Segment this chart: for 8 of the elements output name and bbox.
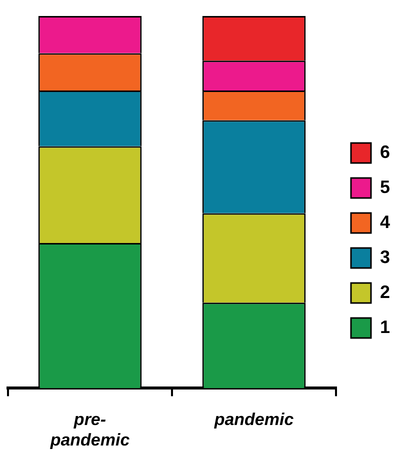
legend-label: 3 (380, 246, 390, 267)
legend-label: 5 (380, 176, 390, 197)
legend-label: 2 (380, 282, 390, 302)
legend-label: 6 (380, 142, 390, 162)
legend-label: 1 (380, 316, 390, 337)
x-tick-label: pre-pandemic (49, 410, 130, 450)
legend-label: 4 (380, 212, 390, 232)
x-tick-label: pandemic (213, 410, 294, 430)
